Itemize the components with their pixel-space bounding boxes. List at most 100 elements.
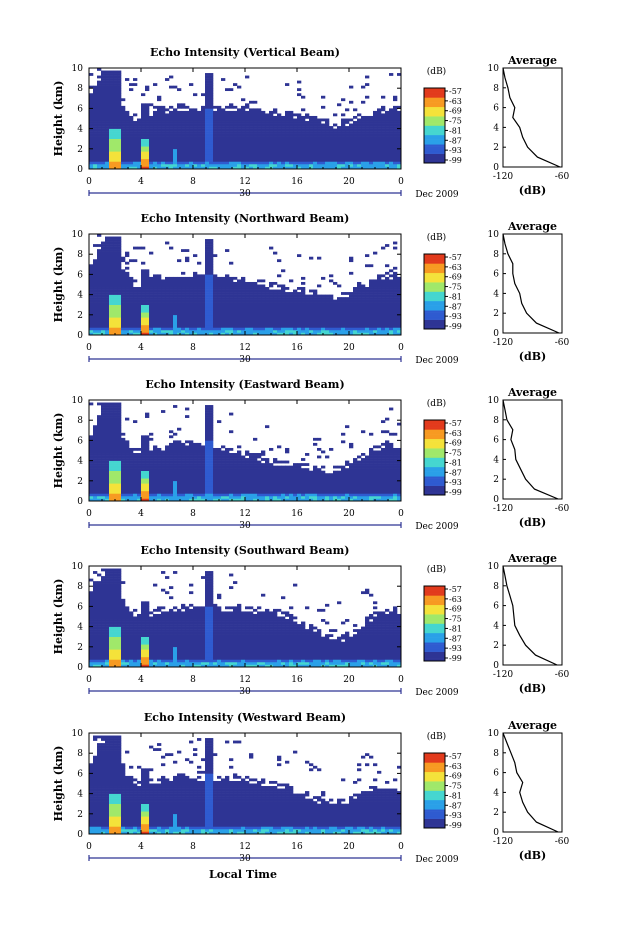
- heatmap-cell: [97, 445, 102, 449]
- heatmap-cell: [121, 455, 126, 459]
- heatmap-cell: [117, 422, 122, 426]
- heatmap-cell: [105, 465, 110, 469]
- heatmap-cell: [349, 158, 354, 162]
- heatmap-cell: [213, 463, 218, 466]
- heatmap-cell: [133, 488, 138, 492]
- heatmap-cell: [113, 121, 118, 124]
- heatmap-cell: [225, 292, 230, 295]
- heatmap-cell: [173, 138, 178, 142]
- heatmap-cell: [261, 133, 266, 137]
- heatmap-cell: [145, 113, 150, 117]
- heatmap-cell: [397, 276, 402, 280]
- heatmap-cell: [105, 131, 110, 134]
- heatmap-cell: [241, 317, 246, 321]
- heatmap-cell: [217, 299, 222, 303]
- heatmap-cell: [173, 319, 178, 323]
- heatmap-cell: [385, 312, 390, 316]
- heatmap-cell: [301, 329, 306, 333]
- heatmap-cell: [317, 136, 322, 139]
- heatmap-cell: [145, 470, 150, 474]
- heatmap-cell: [397, 324, 402, 328]
- heatmap-cell: [181, 304, 186, 308]
- colorbar-segment: [424, 263, 445, 267]
- heatmap-cell: [297, 297, 302, 300]
- heatmap-cell: [185, 309, 190, 313]
- heatmap-cell: [137, 329, 142, 333]
- heatmap-cell: [169, 445, 174, 449]
- heatmap-cell: [165, 136, 170, 139]
- heatmap-cell: [281, 136, 286, 139]
- heatmap-cell: [261, 136, 266, 139]
- heatmap-cell: [285, 163, 290, 167]
- heatmap-cell: [169, 470, 174, 474]
- heatmap-cell: [253, 148, 258, 152]
- heatmap-cell: [185, 483, 190, 487]
- heatmap-cell: [193, 281, 198, 285]
- heatmap-cell: [137, 163, 142, 167]
- heatmap-cell: [221, 78, 226, 81]
- heatmap-cell: [269, 161, 274, 165]
- heatmap-cell: [397, 309, 402, 313]
- heatmap-cell: [149, 161, 154, 165]
- heatmap-cell: [377, 281, 382, 285]
- heatmap-cell: [221, 455, 226, 459]
- heatmap-cell: [249, 121, 254, 124]
- heatmap-cell: [353, 287, 358, 290]
- heatmap-cell: [305, 143, 310, 147]
- heatmap-cell: [181, 317, 186, 321]
- heatmap-cell: [385, 304, 390, 308]
- heatmap-cell: [389, 287, 394, 290]
- heatmap-cell: [141, 93, 146, 97]
- heatmap-cell: [113, 483, 118, 487]
- heatmap-cell: [205, 75, 210, 79]
- heatmap-cell: [93, 440, 98, 444]
- heatmap-cell: [205, 437, 210, 441]
- heatmap-cell: [241, 284, 246, 288]
- heatmap-cell: [389, 281, 394, 285]
- heatmap-cell: [109, 274, 114, 278]
- heatmap-cell: [309, 131, 314, 134]
- heatmap-cell: [365, 148, 370, 152]
- heatmap-cell: [301, 146, 306, 150]
- heatmap-cell: [357, 126, 362, 129]
- heatmap-cell: [217, 324, 222, 328]
- heatmap-cell: [97, 254, 102, 258]
- avg-x-tick-label: -120: [493, 172, 513, 182]
- heatmap-cell: [377, 317, 382, 321]
- heatmap-cell: [389, 128, 394, 132]
- heatmap-cell: [273, 281, 278, 285]
- heatmap-cell: [209, 435, 214, 439]
- heatmap-cell: [389, 158, 394, 162]
- heatmap-cell: [321, 128, 326, 132]
- heatmap-cell: [117, 445, 122, 449]
- heatmap-cell: [397, 115, 402, 119]
- heatmap-cell: [101, 417, 106, 421]
- heatmap-cell: [361, 136, 366, 139]
- heatmap-cell: [101, 483, 106, 487]
- heatmap-cell: [397, 307, 402, 311]
- heatmap-cell: [169, 324, 174, 328]
- heatmap-cell: [349, 138, 354, 142]
- heatmap-cell: [201, 470, 206, 474]
- heatmap-cell: [321, 309, 326, 313]
- heatmap-cell: [289, 294, 294, 298]
- heatmap-cell: [193, 287, 198, 290]
- heatmap-cell: [117, 297, 122, 300]
- heatmap-cell: [165, 113, 170, 117]
- heatmap-cell: [373, 110, 378, 114]
- heatmap-cell: [109, 478, 114, 482]
- heatmap-cell: [109, 88, 114, 92]
- heatmap-cell: [109, 105, 114, 109]
- heatmap-cell: [245, 294, 250, 298]
- heatmap-cell: [117, 493, 122, 497]
- heatmap-cell: [285, 156, 290, 160]
- heatmap-cell: [93, 161, 98, 165]
- heatmap-cell: [161, 493, 166, 497]
- heatmap-cell: [193, 128, 198, 132]
- heatmap-cell: [125, 473, 130, 477]
- heatmap-cell: [217, 126, 222, 129]
- heatmap-cell: [377, 322, 382, 326]
- heatmap-cell: [117, 460, 122, 464]
- heatmap-cell: [109, 279, 114, 283]
- heatmap-cell: [249, 317, 254, 321]
